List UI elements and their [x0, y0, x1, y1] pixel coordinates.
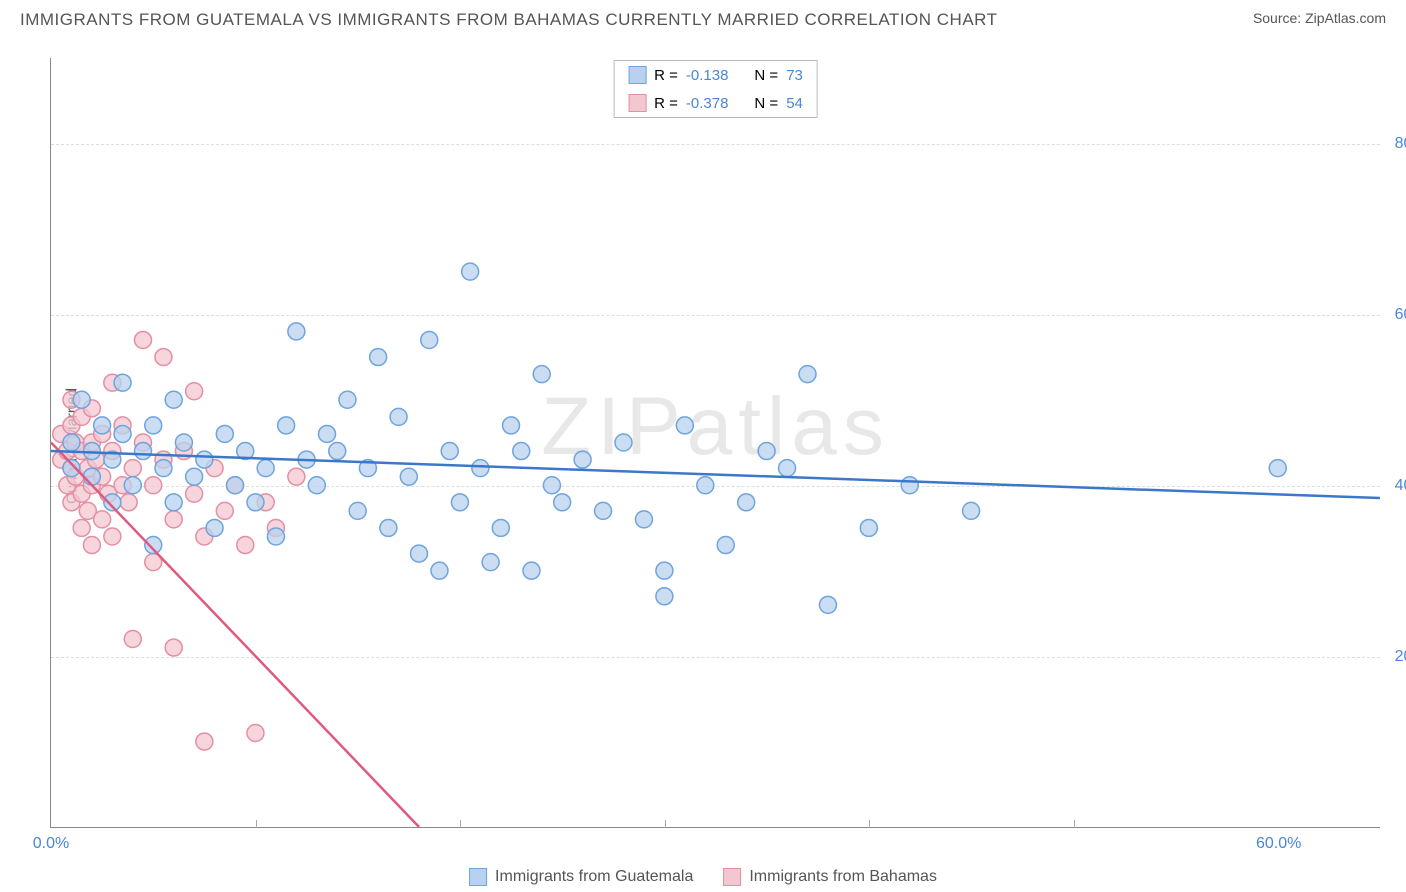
- swatch-b-icon: [628, 94, 646, 112]
- n-value-a: 73: [786, 67, 803, 84]
- legend-swatch-a-icon: [469, 868, 487, 886]
- x-tick-label: 60.0%: [1256, 835, 1301, 853]
- y-tick-label: 80.0%: [1388, 135, 1406, 153]
- legend-label-b: Immigrants from Bahamas: [749, 868, 937, 886]
- series-legend: Immigrants from Guatemala Immigrants fro…: [469, 868, 937, 886]
- legend-swatch-b-icon: [723, 868, 741, 886]
- x-tick-label: 0.0%: [33, 835, 69, 853]
- r-label: R =: [654, 95, 678, 112]
- stats-row-a: R = -0.138 N = 73: [614, 61, 817, 89]
- chart-title: IMMIGRANTS FROM GUATEMALA VS IMMIGRANTS …: [20, 10, 998, 30]
- y-tick-label: 60.0%: [1388, 306, 1406, 324]
- r-value-a: -0.138: [686, 67, 729, 84]
- plot-svg: [51, 58, 1380, 827]
- legend-item-a: Immigrants from Guatemala: [469, 868, 693, 886]
- y-tick-label: 40.0%: [1388, 477, 1406, 495]
- n-label: N =: [754, 95, 778, 112]
- stats-legend: R = -0.138 N = 73 R = -0.378 N = 54: [613, 60, 818, 118]
- r-value-b: -0.378: [686, 95, 729, 112]
- chart-plot-area: ZIPatlas R = -0.138 N = 73 R = -0.378 N …: [50, 58, 1380, 828]
- legend-item-b: Immigrants from Bahamas: [723, 868, 937, 886]
- swatch-a-icon: [628, 66, 646, 84]
- y-tick-label: 20.0%: [1388, 648, 1406, 666]
- stats-row-b: R = -0.378 N = 54: [614, 89, 817, 117]
- source-label: Source: ZipAtlas.com: [1253, 10, 1386, 26]
- n-label: N =: [754, 67, 778, 84]
- legend-label-a: Immigrants from Guatemala: [495, 868, 693, 886]
- r-label: R =: [654, 67, 678, 84]
- n-value-b: 54: [786, 95, 803, 112]
